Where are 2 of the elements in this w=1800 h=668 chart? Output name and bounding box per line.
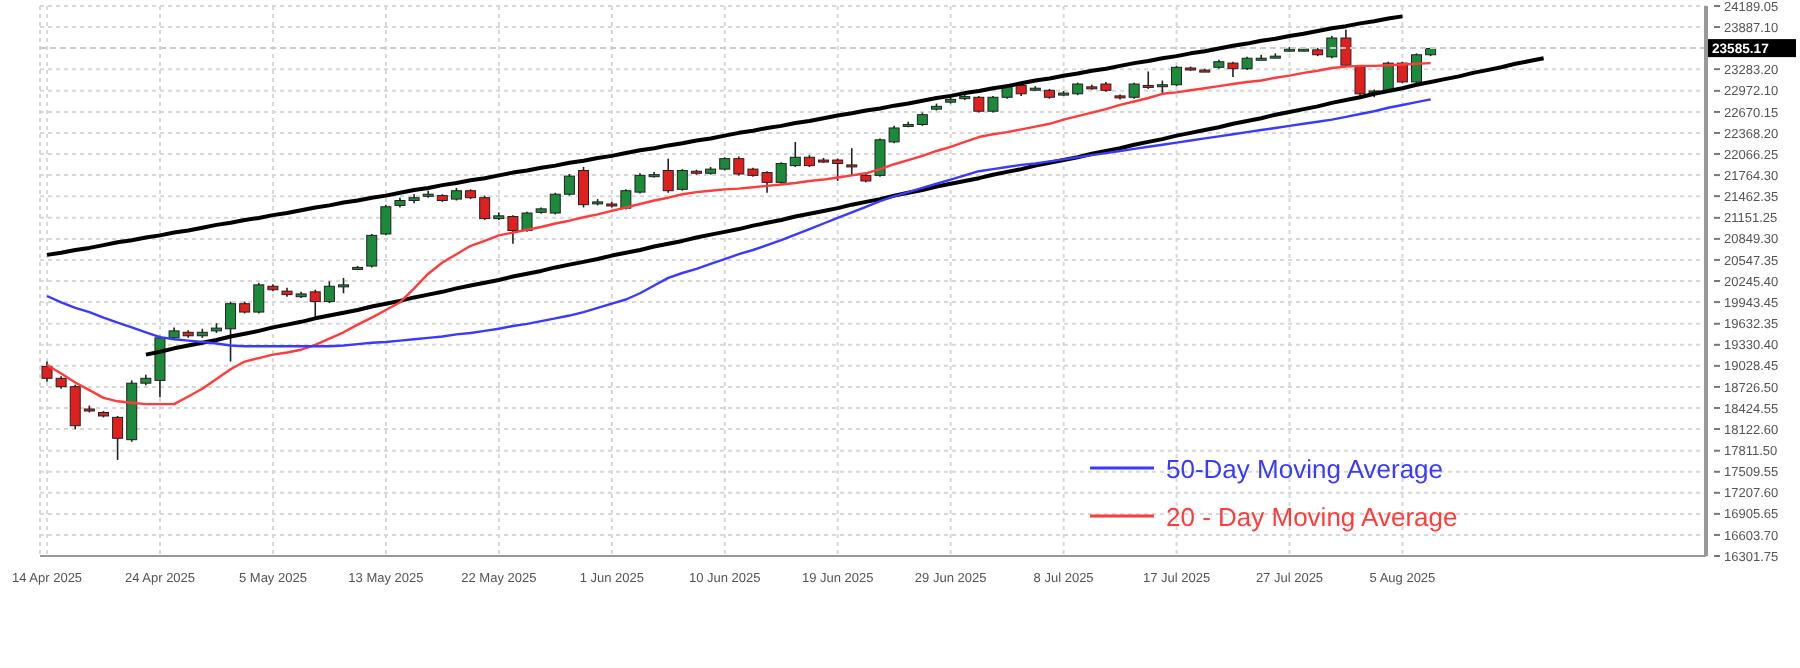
legend-label: 20 - Day Moving Average	[1166, 501, 1458, 531]
legend-label: 50-Day Moving Average	[1166, 453, 1444, 483]
